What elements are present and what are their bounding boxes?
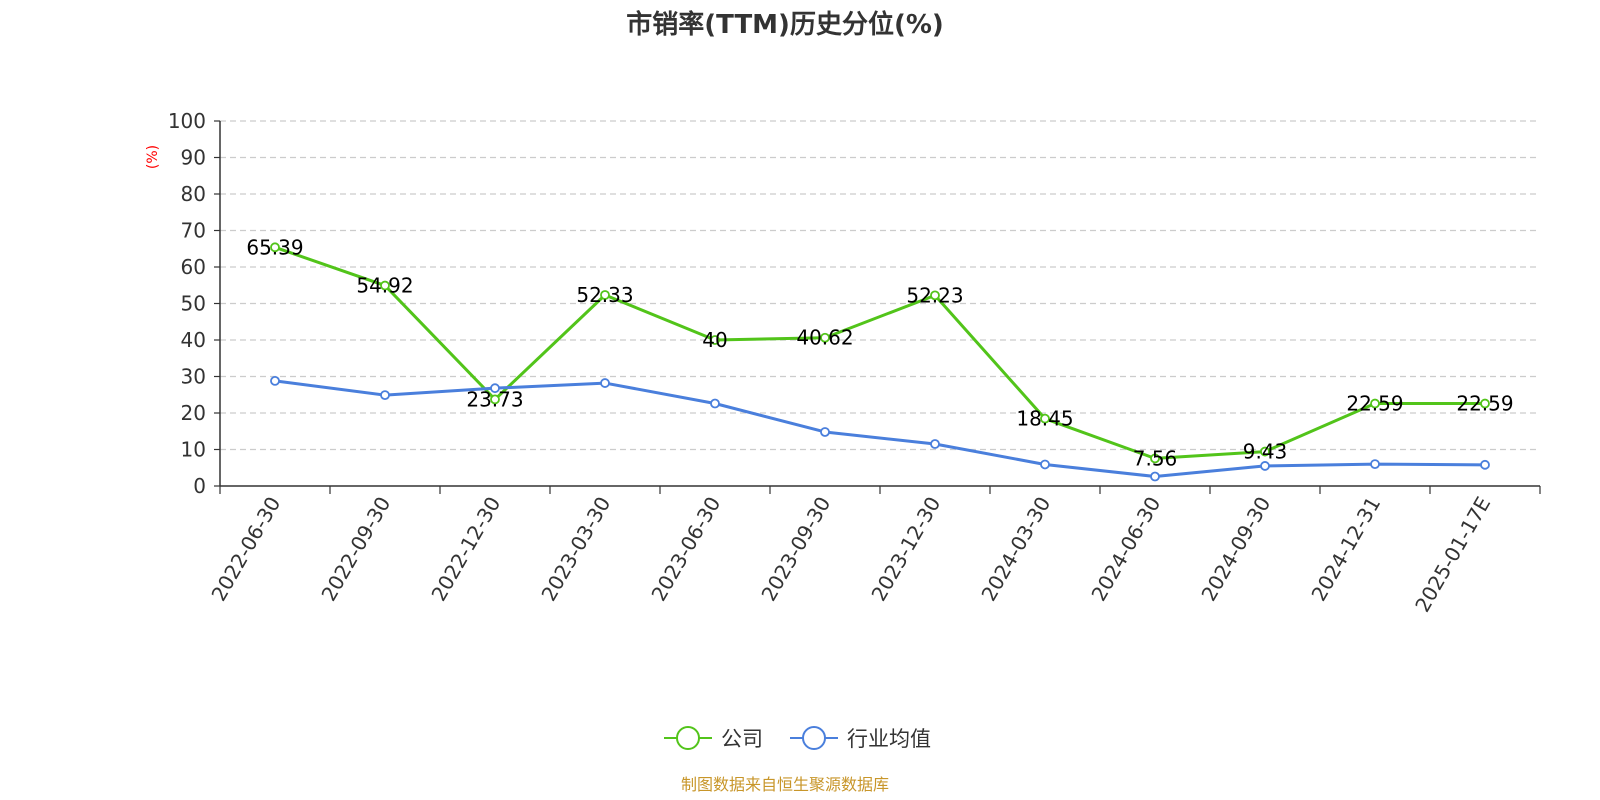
data-point (380, 390, 390, 401)
y-tick-label: 90 (181, 146, 206, 170)
data-point (1480, 459, 1490, 470)
x-tick-label: 2024-09-30 (1196, 493, 1275, 606)
data-point (820, 427, 830, 437)
data-label: 18.45 (1016, 407, 1073, 431)
data-point (820, 332, 830, 343)
data-point (270, 242, 280, 253)
data-label: 52.33 (576, 283, 633, 307)
data-point (270, 375, 280, 386)
y-tick-label: 30 (181, 365, 206, 389)
legend-label: 行业均值 (847, 727, 931, 751)
data-point (1040, 459, 1050, 470)
data-label: 23.73 (466, 387, 523, 411)
data-label: 22.59 (1456, 392, 1513, 416)
x-tick-labels: 2022-06-30 2022-09-30 2022-12-30 2023-03-30… (206, 493, 1495, 617)
grid-lines (220, 120, 1540, 451)
x-tick-label: 2022-09-30 (316, 493, 395, 606)
data-label: 9.43 (1243, 440, 1288, 464)
x-tick-label: 2024-06-30 (1086, 493, 1165, 606)
data-point (1040, 413, 1050, 424)
data-label: 52.23 (906, 283, 963, 307)
legend-item-0[interactable]: 公司 (664, 726, 763, 751)
series-layer (270, 242, 1490, 482)
legend-label: 公司 (721, 727, 763, 751)
legend-swatch-marker (676, 726, 700, 750)
x-tick-label: 2023-12-30 (866, 493, 945, 606)
data-point (1260, 446, 1270, 457)
x-tick-label: 2024-03-30 (976, 493, 1055, 606)
y-tick-label: 70 (181, 219, 206, 243)
data-labels: 65.39 54.92 23.73 52.33 40 40.62 52.23 18.45 7.5… (246, 235, 1513, 470)
series-line-1 (274, 379, 1486, 479)
data-point (930, 290, 940, 301)
data-point (380, 280, 390, 291)
data-label: 54.92 (356, 274, 413, 298)
y-tick-label: 10 (181, 438, 206, 462)
data-label: 40.62 (796, 326, 853, 350)
y-tick-label: 40 (181, 328, 206, 352)
data-label: 22.59 (1346, 392, 1403, 416)
data-point (1150, 453, 1160, 464)
x-tick-label: 2022-12-30 (426, 493, 505, 606)
data-point (1150, 471, 1160, 482)
data-point (710, 335, 720, 345)
data-label: 40 (702, 328, 727, 352)
y-tick-label: 50 (181, 292, 206, 316)
y-tick-label: 60 (181, 255, 206, 279)
y-tick-label: 80 (181, 182, 206, 206)
axes (214, 120, 1541, 494)
y-tick-label: 0 (193, 474, 206, 498)
x-tick-label: 2022-06-30 (206, 493, 285, 606)
data-point (490, 383, 500, 394)
legend-item-1[interactable]: 行业均值 (790, 726, 931, 751)
series-line-0 (274, 245, 1485, 460)
data-point (600, 378, 610, 388)
data-point (1370, 459, 1380, 470)
y-tick-labels: 0 10 20 30 40 50 60 70 80 90 100 (168, 109, 206, 498)
data-point (490, 394, 500, 405)
y-axis-unit: (%) (145, 145, 161, 169)
x-tick-label: 2023-03-30 (536, 493, 615, 606)
data-point (1260, 461, 1270, 471)
x-tick-label: 2025-01-17E (1410, 493, 1495, 617)
data-label: 7.56 (1133, 446, 1178, 470)
data-point (930, 439, 940, 449)
x-tick-label: 2023-06-30 (646, 493, 725, 606)
legend-swatch-marker (802, 726, 826, 750)
x-tick-label: 2024-12-31 (1306, 493, 1385, 606)
data-point (600, 290, 610, 300)
y-tick-label: 100 (168, 109, 206, 133)
legend[interactable]: 公司 行业均值 (664, 726, 931, 751)
data-point (1480, 398, 1490, 409)
data-label: 65.39 (246, 235, 303, 259)
x-tick-label: 2023-09-30 (756, 493, 835, 606)
y-tick-label: 20 (181, 401, 206, 425)
chart-title: 市销率(TTM)历史分位(%) (626, 9, 944, 40)
data-point (1370, 398, 1380, 409)
data-point (710, 398, 720, 409)
source-note: 制图数据来自恒生聚源数据库 (681, 775, 889, 794)
